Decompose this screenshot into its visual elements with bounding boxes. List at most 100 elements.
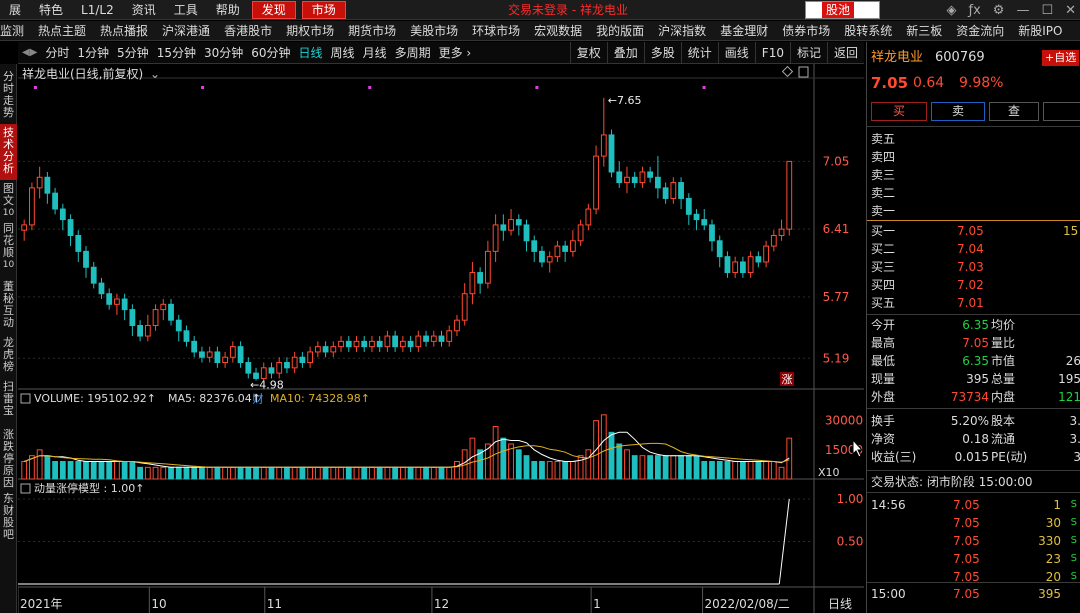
tf-more[interactable]: 更多 › (438, 45, 472, 60)
nav-item[interactable]: 香港股市 (224, 23, 273, 38)
left-tab-0[interactable]: 分时走势 (0, 68, 17, 124)
tf-weekly[interactable]: 周线 (330, 45, 355, 60)
market-button[interactable]: 市场 (301, 0, 346, 19)
nav-item[interactable]: 宏观数据 (534, 23, 583, 38)
adjust-button[interactable]: 复权 (569, 42, 607, 63)
menu-item[interactable]: 帮助 (215, 2, 240, 17)
bid-price: 7.03 (957, 260, 984, 274)
stat-value: 3. (1069, 432, 1080, 446)
nav-item[interactable]: 美股市场 (410, 23, 459, 38)
layers-icon[interactable]: ◈ (946, 2, 957, 18)
tf-monthly[interactable]: 月线 (362, 45, 387, 60)
volume-bar (709, 461, 715, 480)
tf-60min[interactable]: 60分钟 (251, 45, 291, 60)
candle-body (616, 171, 623, 184)
bid-label: 买四 (871, 278, 896, 292)
left-tab-2[interactable]: 图文 10 (0, 180, 17, 220)
f10-button[interactable]: F10 (754, 42, 790, 63)
candle-body (647, 171, 654, 178)
left-tab-4[interactable]: 董秘互动 (0, 278, 17, 334)
left-tab-label: 扫雷宝 (3, 380, 14, 417)
back-button[interactable]: 返回 (826, 42, 864, 63)
volume-bar (144, 466, 151, 480)
candle-body (477, 272, 484, 284)
discover-button[interactable]: 发现 (251, 0, 296, 19)
expand-icon[interactable] (781, 65, 794, 78)
nav-item[interactable]: 新三板 (906, 23, 943, 38)
left-tab-5[interactable]: 龙虎榜 (0, 334, 17, 378)
nav-item[interactable]: 监测 (0, 23, 25, 38)
menu-item[interactable]: L1/L2 (81, 2, 114, 17)
nav-item[interactable]: 我的版面 (596, 23, 645, 38)
maximize-icon[interactable]: ☐ (1041, 2, 1054, 18)
menu-item[interactable]: 资讯 (131, 2, 156, 17)
left-tab-3[interactable]: 同花顺 10 (0, 220, 17, 278)
buy-button[interactable]: 买 (871, 102, 927, 121)
minimize-icon[interactable]: — (1016, 2, 1030, 18)
candle-body (307, 351, 314, 364)
left-tab-6[interactable]: 扫雷宝 (0, 378, 17, 426)
candle-body (199, 351, 205, 358)
nav-item[interactable]: 债券市场 (782, 23, 831, 38)
draw-line-button[interactable]: 画线 (717, 42, 755, 63)
stats-button[interactable]: 统计 (680, 42, 718, 63)
candle-body (670, 182, 677, 199)
candle-body (137, 324, 144, 337)
candle-body (701, 219, 708, 226)
tf-minute[interactable]: 分时 (45, 45, 70, 60)
volume-bar (206, 466, 213, 480)
add-watchlist-button[interactable]: +自选 (1042, 50, 1080, 66)
nav-item[interactable]: 沪深港通 (162, 23, 211, 38)
menu-item[interactable]: 工具 (173, 2, 198, 17)
nav-item[interactable]: 期权市场 (286, 23, 335, 38)
volume-bar (345, 466, 352, 480)
volume-bar (477, 449, 484, 480)
sell-button[interactable]: 卖 (931, 102, 985, 121)
volume-bar (338, 466, 344, 480)
left-tab-8[interactable]: 东财股吧 (0, 490, 17, 544)
restore-icon[interactable] (798, 66, 809, 78)
left-tab-1[interactable]: 技术分析 (0, 124, 17, 180)
stock-pool-box[interactable]: 股池 (805, 1, 880, 19)
candle-body (786, 160, 793, 230)
prev-next-icon[interactable]: ◀▶ (22, 47, 38, 58)
tf-30min[interactable]: 30分钟 (203, 45, 244, 60)
left-tab-7[interactable]: 涨跌停原因 (0, 426, 17, 490)
nav-item[interactable]: 股转系统 (844, 23, 893, 38)
ask-level: 卖二 (867, 184, 1080, 202)
nav-item[interactable]: 新股IPO (1018, 23, 1063, 38)
tf-multi[interactable]: 多周期 (394, 45, 431, 60)
tick-price: 7.05 (953, 498, 980, 512)
bid-level: 买二 7.04 (867, 240, 1080, 258)
nav-item[interactable]: 期货市场 (348, 23, 397, 38)
nav-item[interactable]: 资金流向 (956, 23, 1005, 38)
more-button[interactable] (1043, 102, 1080, 121)
window-icons: ◈ ƒx ⚙ — ☐ ✕ (946, 0, 1077, 19)
tf-5min[interactable]: 5分钟 (117, 45, 149, 60)
mark-button[interactable]: 标记 (789, 42, 827, 63)
multi-stock-button[interactable]: 多股 (643, 42, 681, 63)
tf-15min[interactable]: 15分钟 (156, 45, 196, 60)
left-tab-label: 董秘互动 (3, 280, 14, 329)
kline-chart[interactable]: 7.05 6.41 5.77 5.19 ←7.65 ←4.98财 涨 祥龙电业(日线,前复权)… (18, 64, 864, 613)
nav-item[interactable]: 沪深指数 (658, 23, 707, 38)
query-button[interactable]: 查 (989, 102, 1039, 121)
formula-icon[interactable]: ƒx (968, 2, 981, 18)
indicator-settings-icon[interactable] (20, 483, 31, 494)
nav-item[interactable]: 基金理财 (720, 23, 769, 38)
candle-body (260, 367, 267, 379)
nav-item[interactable]: 热点主题 (38, 23, 87, 38)
timeframe-toolbar: ◀▶ 分时 1分钟 5分钟 15分钟 30分钟 60分钟 日线 周线 月线 多周… (18, 42, 864, 64)
settings-icon[interactable]: ⚙ (992, 2, 1005, 18)
nav-item[interactable]: 热点播报 (100, 23, 149, 38)
tf-1min[interactable]: 1分钟 (77, 45, 110, 60)
candle-body (546, 256, 553, 263)
menu-item[interactable]: 展 (9, 2, 22, 17)
candle-body (314, 346, 321, 353)
nav-item[interactable]: 环球市场 (472, 23, 521, 38)
tf-daily[interactable]: 日线 (298, 45, 323, 60)
volume-settings-icon[interactable] (20, 393, 31, 404)
overlay-button[interactable]: 叠加 (606, 42, 644, 63)
close-icon[interactable]: ✕ (1065, 2, 1076, 18)
menu-item[interactable]: 特色 (39, 2, 64, 17)
